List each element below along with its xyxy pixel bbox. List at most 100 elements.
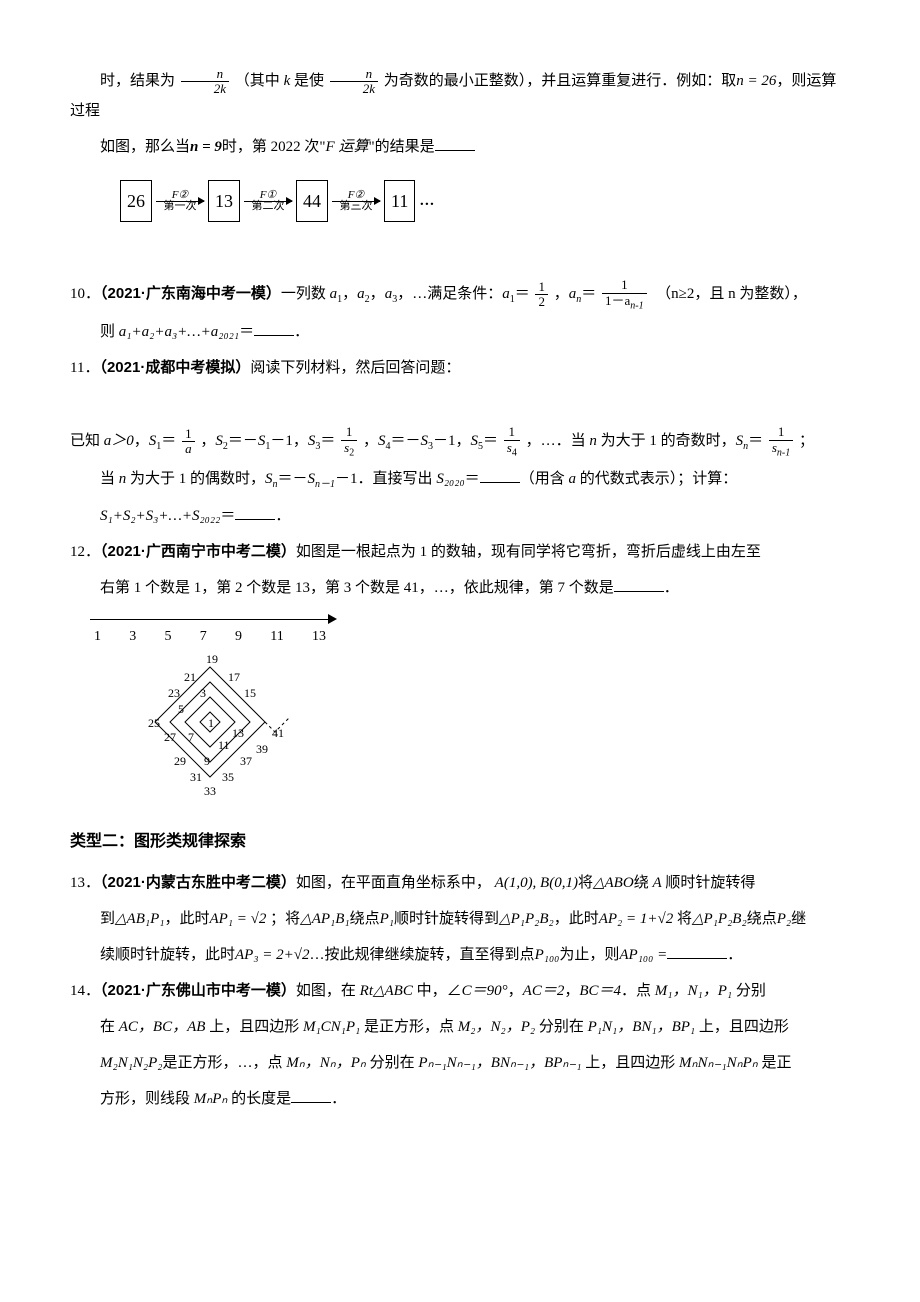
question-12-line2: 右第 1 个数是 1，第 2 个数是 13，第 3 个数是 41，…，依此规律，… <box>70 573 850 603</box>
svg-text:11: 11 <box>218 738 230 752</box>
question-14-line4: 方形，则线段 MₙPₙ 的长度是． <box>70 1084 850 1114</box>
question-11-line2: 当 n 为大于 1 的偶数时，Sn＝－Sn－1－1．直接写出 S₂₀₂₀＝（用含… <box>70 464 850 495</box>
n: 1 <box>341 425 357 440</box>
t: M₁，N₁，P₁ <box>655 983 732 999</box>
t: （其中 <box>235 73 284 89</box>
t: ＝－ <box>390 433 420 449</box>
t: 如图，在 <box>296 983 360 999</box>
svg-text:41: 41 <box>272 726 284 740</box>
num: n <box>330 67 378 82</box>
svg-text:39: 39 <box>256 742 268 756</box>
question-13-line3: 续顺时针旋转，此时AP₃ = 2+√2…按此规律继续旋转，直至得到点P₁₀₀为止… <box>70 940 850 970</box>
den: 2k <box>330 82 378 96</box>
t: 阅读下列材料，然后回答问题： <box>250 360 460 376</box>
t: P₁₀₀ <box>535 947 560 963</box>
t: ，…满足条件： <box>397 286 502 302</box>
t: 已知 <box>70 433 104 449</box>
t: ，…．当 <box>526 433 590 449</box>
t: ＝ <box>220 508 235 524</box>
svg-text:25: 25 <box>148 716 160 730</box>
t: －1， <box>270 433 308 449</box>
t: ． <box>331 1091 346 1107</box>
qsrc: （2021·内蒙古东胜中考二模） <box>100 874 296 891</box>
tick: 1 <box>94 623 101 651</box>
eq: ＝ <box>161 433 176 449</box>
n9: n = 9 <box>190 139 222 155</box>
svg-text:5: 5 <box>178 702 184 716</box>
qsrc: （2021·广东南海中考一模） <box>100 285 281 302</box>
t: 方形，则线段 <box>100 1091 194 1107</box>
question-14: 14．（2021·广东佛山市中考一模）如图，在 Rt△ABC 中，∠C＝90°，… <box>70 976 850 1006</box>
t: 是使 <box>290 73 324 89</box>
t: 在 <box>100 1019 119 1035</box>
t: C＝90° <box>462 983 508 999</box>
t: ； <box>799 433 814 449</box>
n: 1 <box>504 425 520 440</box>
t: （n≥2，且 n 为整数）， <box>656 286 807 302</box>
flow-diagram: 26 F② 第一次 13 F① 第二次 44 F② 第三次 11 … <box>120 180 850 222</box>
flow-dots: … <box>419 186 436 216</box>
t: ＝ <box>465 471 480 487</box>
svg-text:27: 27 <box>164 730 176 744</box>
t: 为大于 1 的奇数时， <box>597 433 736 449</box>
svg-text:17: 17 <box>228 670 240 684</box>
den: 2 <box>535 295 548 309</box>
question-10: 10．（2021·广东南海中考一模）一列数 a1，a2，a3，…满足条件：a1＝… <box>70 278 850 311</box>
eq: ＝ <box>581 286 596 302</box>
intro-line2: 如图，那么当n = 9时，第 2022 次"F 运算"的结果是 <box>70 132 850 162</box>
t: 分别 <box>732 983 766 999</box>
t: 上，且四边形 <box>695 1019 789 1035</box>
t: …按此规律继续旋转，直至得到点 <box>310 947 535 963</box>
d: a <box>182 442 195 456</box>
question-14-line3: M₂N₁N₂P₂是正方形，…，点 Mₙ，Nₙ，Pₙ 分别在 Pₙ₋₁Nₙ₋₁，B… <box>70 1048 850 1078</box>
flow-arrow-2: F① 第二次 <box>244 190 292 212</box>
t: 如图，那么当 <box>100 139 190 155</box>
t: 分别在 <box>535 1019 588 1035</box>
t: 中，∠ <box>413 983 462 999</box>
t: ， <box>508 983 523 999</box>
question-13: 13．（2021·内蒙古东胜中考二模）如图，在平面直角坐标系中， A(1,0),… <box>70 868 850 898</box>
t: AC，BC，AB <box>119 1019 206 1035</box>
tick: 3 <box>129 623 136 651</box>
t: 绕点 <box>747 911 777 927</box>
t: ＝ <box>320 433 335 449</box>
blank <box>480 467 520 483</box>
t: ． <box>275 508 290 524</box>
blank <box>235 504 275 520</box>
t: △P₁P₂B₂ <box>692 911 747 927</box>
n: 1 <box>182 427 195 442</box>
t: ， <box>554 286 569 302</box>
t: 一列数 <box>281 286 330 302</box>
question-14-line2: 在 AC，BC，AB 上，且四边形 M₁CN₁P₁ 是正方形，点 M₂，N₂，P… <box>70 1012 850 1042</box>
sum: a₁+a₂+a₃+…+a₂₀₂₁ <box>119 324 239 340</box>
t: M₂N₁N₂P₂ <box>100 1055 163 1071</box>
den: 2k <box>181 82 229 96</box>
qsrc: （2021·广西南宁市中考二模） <box>100 543 296 560</box>
flow-box-11: 11 <box>384 180 415 222</box>
t: 为奇数的最小正整数），并且运算重复进行．例如：取 <box>384 73 737 89</box>
flow-box-44: 44 <box>296 180 328 222</box>
qsrc: （2021·成都中考模拟） <box>99 359 250 376</box>
t: M₁CN₁P₁ <box>303 1019 360 1035</box>
t: 时，第 2022 次" <box>222 139 326 155</box>
t: 上，且四边形 <box>582 1055 680 1071</box>
axis-line <box>90 619 330 620</box>
den: 1－a <box>605 293 630 308</box>
t: Pₙ₋₁Nₙ₋₁，BNₙ₋₁，BPₙ₋₁ <box>418 1055 581 1071</box>
frun: F 运算 <box>326 139 369 155</box>
tick: 7 <box>200 623 207 651</box>
svg-text:35: 35 <box>222 770 234 784</box>
t: ，此时 <box>164 911 209 927</box>
question-11-line1: 已知 a＞0，S1＝ 1a ，S2＝－S1－1，S3＝ 1s2 ，S4＝－S3－… <box>70 425 850 458</box>
frac-1-2: 12 <box>535 280 548 310</box>
t: "的结果是 <box>368 139 434 155</box>
t: 顺时针旋转得 <box>662 875 756 891</box>
flow-box-13: 13 <box>208 180 240 222</box>
frac-1-1-an: 11－an-1 <box>602 278 647 311</box>
t: ＝－ <box>228 433 258 449</box>
blank <box>435 135 475 151</box>
svg-text:7: 7 <box>188 730 194 744</box>
t: AC＝2 <box>523 983 565 999</box>
eq: ＝ <box>239 324 254 340</box>
question-10-line2: 则 a₁+a₂+a₃+…+a₂₀₂₁＝． <box>70 317 850 347</box>
